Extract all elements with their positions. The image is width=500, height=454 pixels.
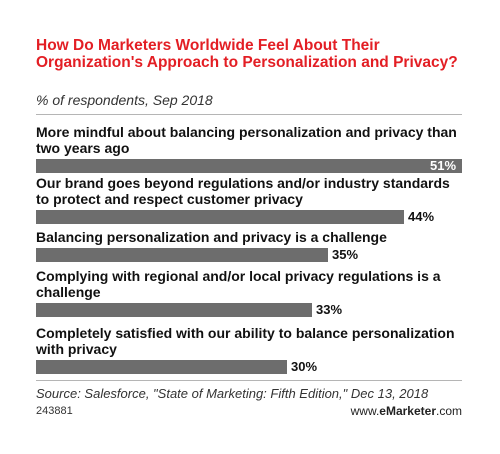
bar-label: Balancing personalization and privacy is… [36, 229, 387, 245]
bar-label: More mindful about balancing personaliza… [36, 124, 457, 156]
bar-label: Our brand goes beyond regulations and/or… [36, 175, 450, 207]
bar [36, 210, 404, 224]
chart-title: How Do Marketers Worldwide Feel About Th… [36, 37, 458, 71]
bar-value-label: 35% [332, 247, 359, 262]
source-note: Source: Salesforce, "State of Marketing:… [36, 386, 429, 401]
bar [36, 159, 462, 173]
bar [36, 303, 312, 317]
bar-value-label: 44% [408, 209, 435, 224]
bar-label: Completely satisfied with our ability to… [36, 325, 455, 357]
bar-value-label: 51% [430, 158, 457, 173]
bar-label: Complying with regional and/or local pri… [36, 268, 441, 300]
bar [36, 360, 287, 374]
bar-value-label: 33% [316, 302, 343, 317]
top-rule [36, 114, 462, 115]
bar [36, 248, 328, 262]
chart-subtitle: % of respondents, Sep 2018 [36, 92, 213, 108]
chart-id: 243881 [36, 405, 73, 417]
bottom-rule [36, 380, 462, 381]
bar-value-label: 30% [291, 359, 318, 374]
brand-url[interactable]: www.eMarketer.com [350, 404, 462, 418]
